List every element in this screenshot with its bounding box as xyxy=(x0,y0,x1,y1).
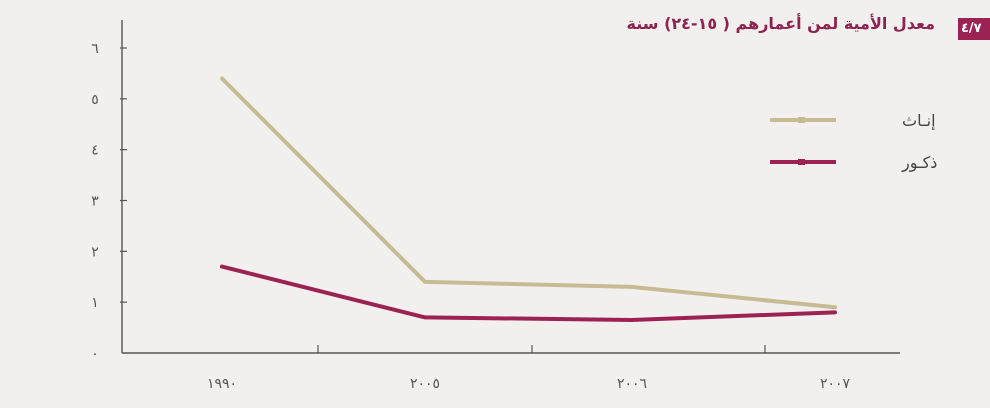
y-tick-label: ٤ xyxy=(91,143,99,159)
x-tick-label: ٢٠٠٥ xyxy=(410,376,440,392)
y-tick-label: ٦ xyxy=(91,41,99,57)
y-tick-label: ٠ xyxy=(91,346,99,362)
y-tick-label: ٢ xyxy=(91,244,99,260)
legend: إنـاث ذكـور xyxy=(770,111,937,173)
y-tick-label: ٣ xyxy=(91,194,99,210)
series-line-male xyxy=(220,264,837,322)
chart-title: معدل الأمية لمن أعمارهم ( ١٥-٢٤) سنة xyxy=(626,14,935,33)
axes: ٠ ١ ٢ ٣ ٤ ٥ ٦ ١٩٩٠ ٢٠٠٥ ٢٠٠٦ ٢٠٠٧ xyxy=(91,20,900,392)
x-tick-label: ٢٠٠٦ xyxy=(617,376,647,392)
x-tick-label: ٢٠٠٧ xyxy=(820,376,851,392)
y-tick-label: ٥ xyxy=(91,92,99,108)
y-tick-label: ١ xyxy=(91,295,99,311)
figure-number-badge: ٤/٧ xyxy=(958,18,990,40)
legend-label: إنـاث xyxy=(902,111,936,130)
legend-marker xyxy=(798,117,805,123)
legend-label: ذكـور xyxy=(901,153,937,173)
series-line-female xyxy=(220,76,837,310)
series-layer xyxy=(220,76,837,322)
legend-marker xyxy=(798,159,805,165)
x-tick-label: ١٩٩٠ xyxy=(207,376,237,392)
